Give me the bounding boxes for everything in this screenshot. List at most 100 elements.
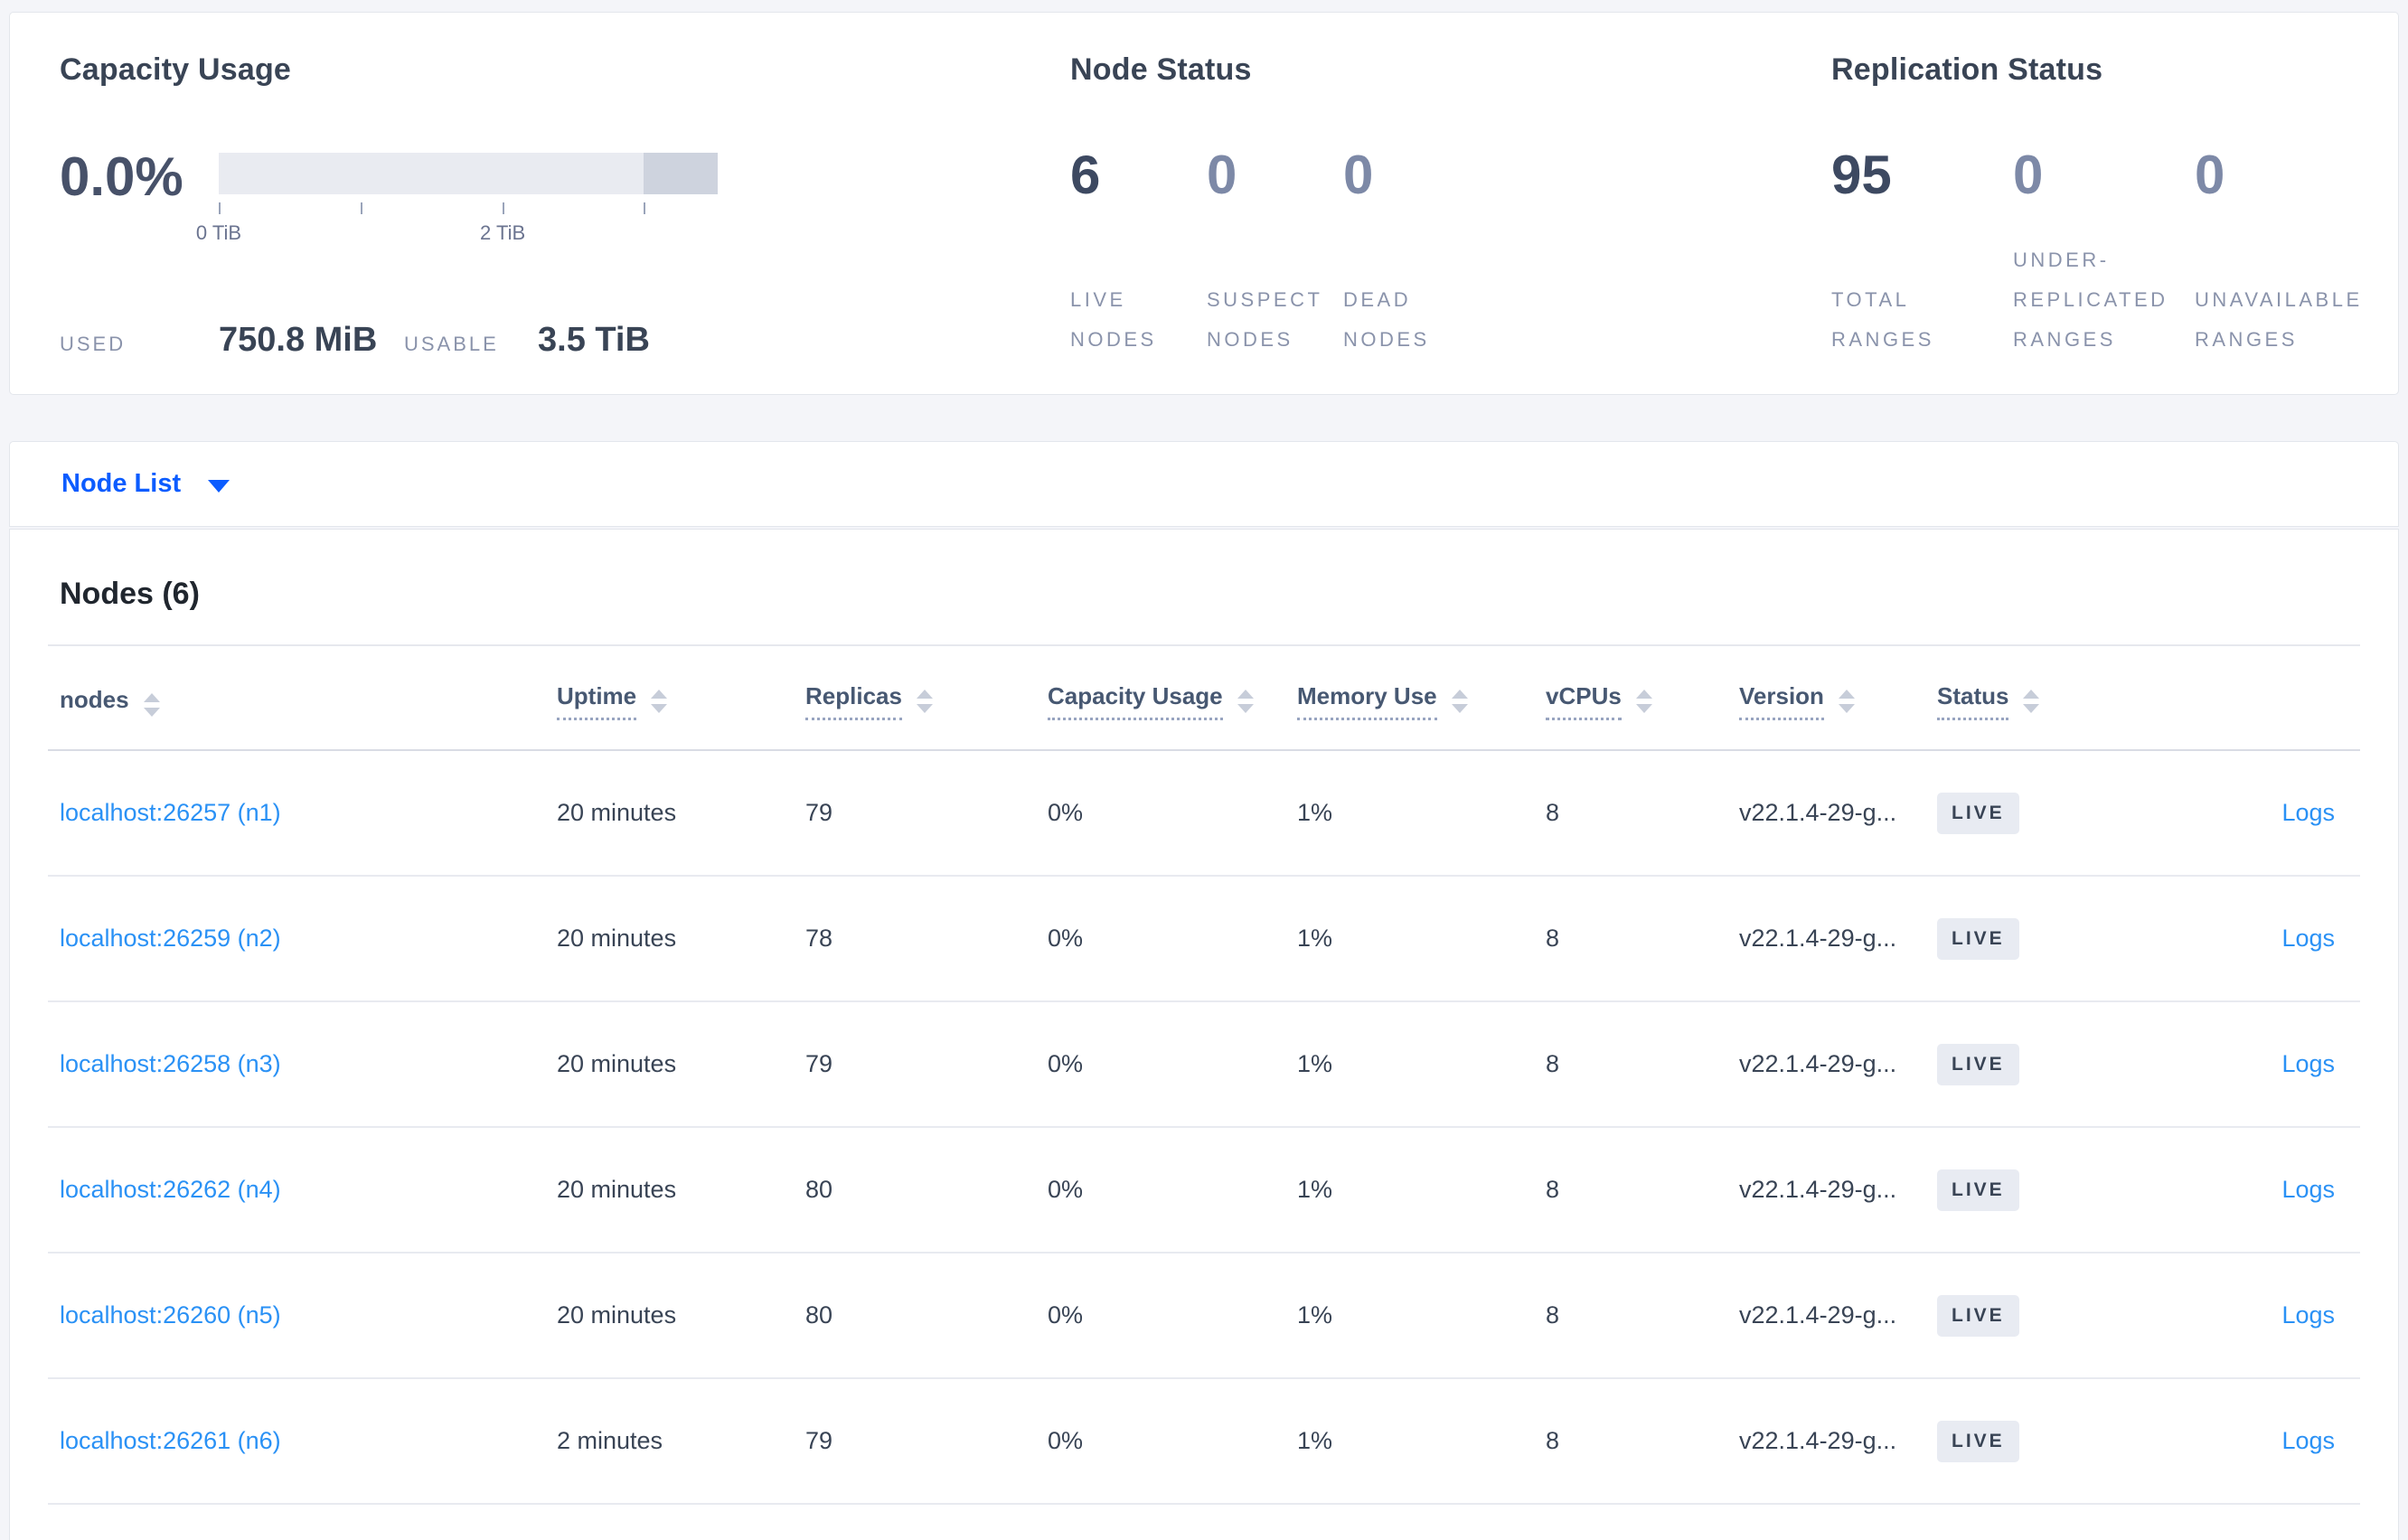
capacity-usage-title: Capacity Usage: [60, 52, 292, 87]
under-replicated-ranges-stat: 0 UNDER-REPLICATED RANGES: [2013, 145, 2195, 360]
node-list-dropdown-label: Node List: [61, 469, 182, 498]
vcpus-cell: 8: [1534, 1001, 1727, 1128]
memory-cell: 1%: [1285, 1001, 1534, 1128]
version-cell: v22.1.4-29-g...: [1727, 1253, 1925, 1379]
live-nodes-label: LIVE NODES: [1070, 288, 1157, 351]
cluster-overview-card: Capacity Usage 0.0% 0 TiB 2 TiB: [9, 12, 2399, 395]
sort-icon[interactable]: [651, 690, 667, 713]
capacity-percent-value: 0.0%: [60, 146, 183, 207]
logs-link[interactable]: Logs: [2281, 1301, 2335, 1329]
sort-icon[interactable]: [2023, 690, 2039, 713]
node-status-section: Node Status 6 LIVE NODES 0 SUSPECT NODES…: [1070, 52, 1831, 360]
replicas-cell: 79: [794, 1001, 1036, 1128]
node-status-stats: 6 LIVE NODES 0 SUSPECT NODES 0 DEAD NODE…: [1070, 145, 1831, 360]
column-header-logs: [2120, 645, 2360, 751]
node-link[interactable]: localhost:26257 (n1): [60, 799, 281, 826]
column-header-status[interactable]: Status: [1925, 645, 2120, 751]
logs-link[interactable]: Logs: [2281, 1176, 2335, 1203]
unavailable-ranges-stat: 0 UNAVAILABLE RANGES: [2195, 145, 2376, 360]
usable-value: 3.5 TiB: [538, 321, 650, 359]
sort-icon[interactable]: [144, 693, 160, 717]
capacity-cell: 0%: [1036, 876, 1285, 1002]
column-header-uptime[interactable]: Uptime: [545, 645, 794, 751]
column-header-capacity-usage[interactable]: Capacity Usage: [1036, 645, 1285, 751]
node-link[interactable]: localhost:26261 (n6): [60, 1427, 281, 1454]
version-cell: v22.1.4-29-g...: [1727, 1001, 1925, 1128]
capacity-usage-section: Capacity Usage 0.0% 0 TiB 2 TiB: [60, 52, 1070, 360]
under-replicated-ranges-value: 0: [2013, 145, 2044, 205]
unavailable-ranges-label: UNAVAILABLE RANGES: [2195, 288, 2363, 351]
table-row: localhost:26258 (n3) 20 minutes 79 0% 1%…: [48, 1001, 2360, 1128]
unavailable-ranges-value: 0: [2195, 145, 2225, 205]
replicas-cell: 78: [794, 876, 1036, 1002]
uptime-cell: 20 minutes: [545, 1001, 794, 1128]
column-header-memory-use[interactable]: Memory Use: [1285, 645, 1534, 751]
dead-nodes-label: DEAD NODES: [1343, 288, 1430, 351]
status-badge: LIVE: [1937, 917, 2019, 960]
vcpus-cell: 8: [1534, 1378, 1727, 1505]
status-badge: LIVE: [1937, 1294, 2019, 1337]
replicas-cell: 79: [794, 750, 1036, 877]
vcpus-cell: 8: [1534, 876, 1727, 1002]
under-replicated-ranges-label: UNDER-REPLICATED RANGES: [2013, 249, 2168, 351]
memory-cell: 1%: [1285, 750, 1534, 877]
column-header-nodes[interactable]: nodes: [48, 645, 545, 751]
replication-status-section: Replication Status 95 TOTAL RANGES 0 UND…: [1831, 52, 2376, 360]
column-header-version[interactable]: Version: [1727, 645, 1925, 751]
total-ranges-value: 95: [1831, 145, 1892, 205]
capacity-cell: 0%: [1036, 1001, 1285, 1128]
node-link[interactable]: localhost:26262 (n4): [60, 1176, 281, 1203]
replicas-cell: 80: [794, 1253, 1036, 1379]
capacity-summary-row: USED 750.8 MiB USABLE 3.5 TiB: [60, 321, 1070, 360]
axis-label: 2 TiB: [480, 221, 526, 244]
logs-link[interactable]: Logs: [2281, 1050, 2335, 1077]
axis-tick: [644, 202, 646, 214]
nodes-table-card: Nodes (6) nodes Uptime Replicas Capacity…: [9, 529, 2399, 1540]
replicas-cell: 79: [794, 1378, 1036, 1505]
capacity-axis-labels: 0 TiB 2 TiB: [196, 221, 718, 245]
capacity-bar-track: [219, 153, 718, 194]
logs-link[interactable]: Logs: [2281, 925, 2335, 952]
total-ranges-label: TOTAL RANGES: [1831, 288, 1934, 351]
sort-icon[interactable]: [1839, 690, 1855, 713]
uptime-cell: 2 minutes: [545, 1378, 794, 1505]
column-header-replicas[interactable]: Replicas: [794, 645, 1036, 751]
uptime-cell: 20 minutes: [545, 1127, 794, 1254]
used-label: USED: [60, 333, 127, 355]
status-badge: LIVE: [1937, 1420, 2019, 1462]
column-header-vcpus[interactable]: vCPUs: [1534, 645, 1727, 751]
version-cell: v22.1.4-29-g...: [1727, 876, 1925, 1002]
axis-tick: [219, 202, 221, 214]
node-list-dropdown[interactable]: Node List: [61, 469, 230, 499]
vcpus-cell: 8: [1534, 1127, 1727, 1254]
status-badge: LIVE: [1937, 792, 2019, 834]
dead-nodes-stat: 0 DEAD NODES: [1343, 145, 1480, 360]
dead-nodes-value: 0: [1343, 145, 1374, 205]
table-row: localhost:26259 (n2) 20 minutes 78 0% 1%…: [48, 876, 2360, 1002]
sort-icon[interactable]: [1636, 690, 1652, 713]
logs-link[interactable]: Logs: [2281, 799, 2335, 826]
sort-icon[interactable]: [917, 690, 933, 713]
live-nodes-value: 6: [1070, 145, 1101, 205]
node-link[interactable]: localhost:26260 (n5): [60, 1301, 281, 1329]
logs-link[interactable]: Logs: [2281, 1427, 2335, 1454]
version-cell: v22.1.4-29-g...: [1727, 1378, 1925, 1505]
capacity-cell: 0%: [1036, 1378, 1285, 1505]
memory-cell: 1%: [1285, 876, 1534, 1002]
sort-icon[interactable]: [1237, 690, 1254, 713]
axis-tick: [503, 202, 505, 214]
suspect-nodes-label: SUSPECT NODES: [1207, 288, 1323, 351]
uptime-cell: 20 minutes: [545, 876, 794, 1002]
replicas-cell: 80: [794, 1127, 1036, 1254]
memory-cell: 1%: [1285, 1127, 1534, 1254]
node-link[interactable]: localhost:26258 (n3): [60, 1050, 281, 1077]
node-link[interactable]: localhost:26259 (n2): [60, 925, 281, 952]
used-value: 750.8 MiB: [219, 321, 378, 359]
sort-icon[interactable]: [1452, 690, 1468, 713]
status-badge: LIVE: [1937, 1043, 2019, 1085]
memory-cell: 1%: [1285, 1253, 1534, 1379]
version-cell: v22.1.4-29-g...: [1727, 750, 1925, 877]
capacity-cell: 0%: [1036, 750, 1285, 877]
total-ranges-stat: 95 TOTAL RANGES: [1831, 145, 2013, 360]
capacity-cell: 0%: [1036, 1253, 1285, 1379]
